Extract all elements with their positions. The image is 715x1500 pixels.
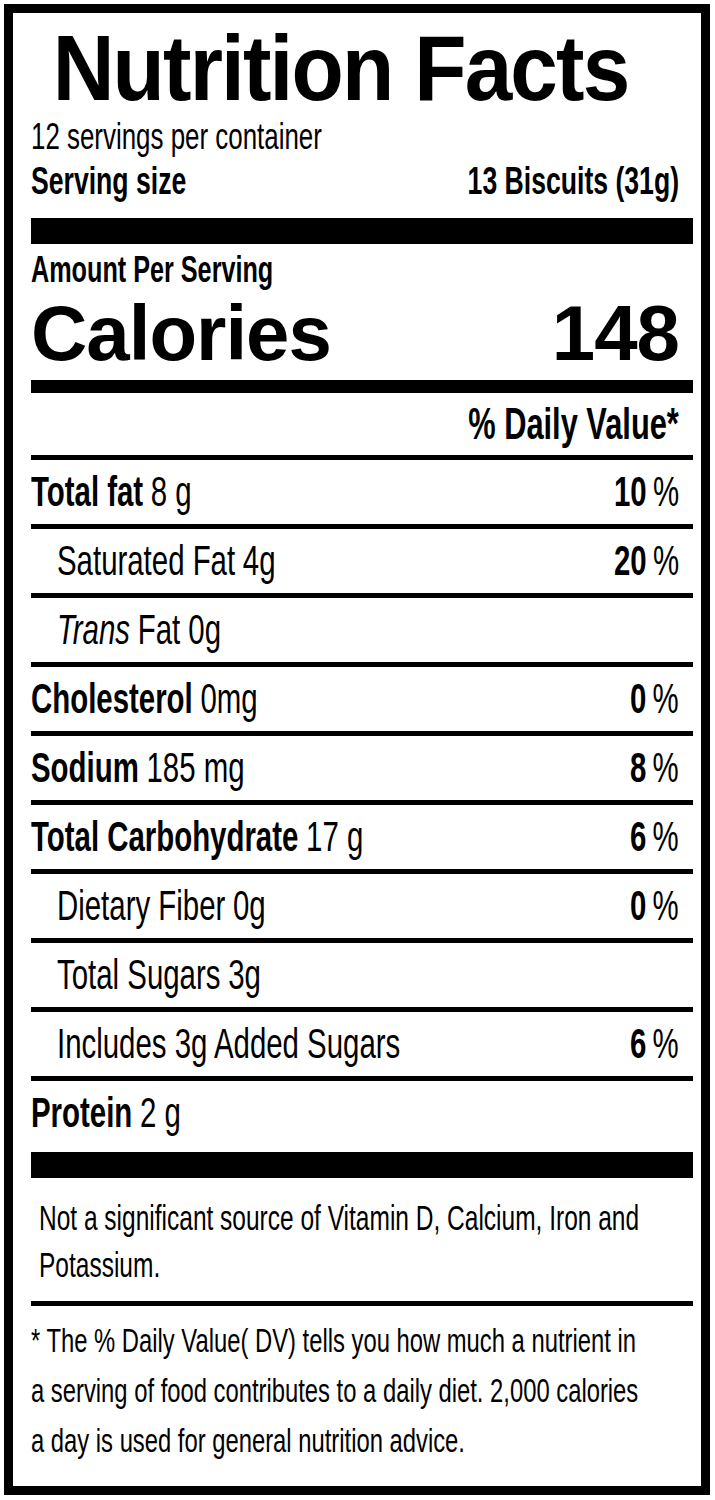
footnote-line: a day is used for general nutrition advi… [31, 1415, 679, 1465]
nutrient-name: Total Sugars3g [31, 951, 348, 999]
calories-row: Calories 148 [31, 288, 679, 378]
nutrient-daily-value: 0% [609, 675, 679, 723]
nutrient-name: Protein2 g [31, 1089, 245, 1137]
nutrient-row-total-carbohydrate: Total Carbohydrate17 g 6% [31, 805, 679, 869]
note-line: Potassium. [39, 1241, 679, 1288]
nutrient-row-protein: Protein2 g [31, 1081, 679, 1145]
nutrient-name: Cholesterol0mg [31, 675, 355, 723]
calories-label: Calories [31, 288, 331, 379]
nutrient-row-trans-fat: TransFat 0g [31, 598, 679, 662]
nutrient-daily-value: 6% [609, 813, 679, 861]
nutrient-row-total-fat: Total fat8 g 10% [31, 460, 679, 524]
title-text: Nutrition Facts [53, 16, 629, 121]
nutrient-daily-value: 20% [586, 537, 679, 585]
nutrient-name: Total Carbohydrate17 g [31, 813, 506, 861]
nutrient-name: Sodium185 mg [31, 744, 336, 792]
nutrient-row-added-sugars: Includes 3g Added Sugars 6% [31, 1012, 679, 1076]
nutrient-daily-value: 8% [609, 744, 679, 792]
nutrient-name: Includes 3g Added Sugars [31, 1020, 558, 1068]
servings-per-container: 12 servings per container [31, 117, 679, 157]
nutrient-name: Saturated Fat4g [31, 537, 369, 585]
serving-size-row: Serving size 13 Biscuits (31g) [31, 157, 679, 205]
divider-thick-bottom [31, 1152, 693, 1178]
divider-medium [31, 380, 693, 393]
amount-per-serving-label: Amount Per Serving [31, 252, 679, 288]
nutrient-row-cholesterol: Cholesterol0mg 0% [31, 667, 679, 731]
daily-value-header: % Daily Value* [31, 393, 679, 455]
nutrient-name: TransFat 0g [31, 606, 291, 654]
label-frame: Nutrition Facts 12 servings per containe… [4, 4, 710, 1495]
divider-thick-top [31, 218, 693, 244]
nutrient-daily-value: 10% [586, 468, 679, 516]
calories-value: 148 [552, 288, 679, 379]
nutrient-row-total-sugars: Total Sugars3g [31, 943, 679, 1007]
nutrient-row-sodium: Sodium185 mg 8% [31, 736, 679, 800]
nutrient-row-dietary-fiber: Dietary Fiber0g 0% [31, 874, 679, 938]
nutrition-facts-label: Nutrition Facts 12 servings per containe… [0, 0, 715, 1500]
nutrient-name: Total fat8 g [31, 468, 261, 516]
nutrient-row-saturated-fat: Saturated Fat4g 20% [31, 529, 679, 593]
footnote-line: a serving of food contributes to a daily… [31, 1365, 679, 1415]
serving-size-value: 13 Biscuits (31g) [377, 160, 679, 203]
note-line: Not a significant source of Vitamin D, C… [39, 1194, 679, 1241]
nutrient-daily-value: 0% [609, 882, 679, 930]
page-title: Nutrition Facts [31, 19, 679, 117]
not-significant-note: Not a significant source of Vitamin D, C… [31, 1194, 679, 1288]
footnote-line: * The % Daily Value( DV) tells you how m… [31, 1315, 679, 1365]
divider-footnote [31, 1301, 693, 1306]
nutrient-name: Dietary Fiber0g [31, 882, 355, 930]
nutrient-daily-value: 6% [609, 1020, 679, 1068]
servings-text: 12 servings per container [31, 116, 322, 158]
serving-size-label: Serving size [31, 160, 253, 203]
daily-value-footnote: * The % Daily Value( DV) tells you how m… [31, 1315, 679, 1465]
